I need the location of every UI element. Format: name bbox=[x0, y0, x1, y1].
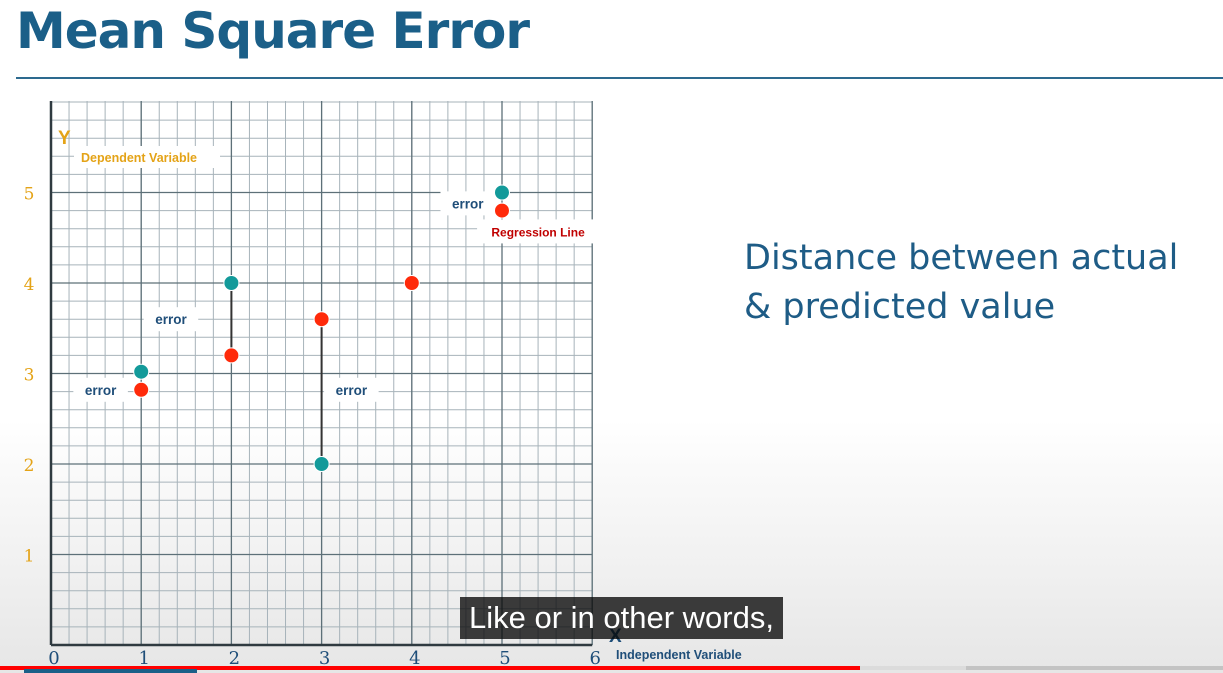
y-tick-label: 1 bbox=[24, 547, 35, 567]
actual-point bbox=[313, 456, 330, 472]
error-label: error bbox=[85, 383, 117, 398]
y-tick-label: 5 bbox=[24, 185, 35, 205]
progress-played bbox=[0, 666, 860, 670]
error-label-bg bbox=[73, 377, 128, 402]
subtitle-caption: Like or in other words, bbox=[460, 597, 783, 639]
actual-point bbox=[223, 275, 240, 291]
regression-line-label: Regression Line bbox=[491, 225, 585, 239]
description-text: Distance between actual & predicted valu… bbox=[744, 234, 1204, 332]
video-progress-bar[interactable] bbox=[0, 666, 1223, 670]
x-tick-label: 3 bbox=[319, 648, 330, 669]
error-label: error bbox=[336, 383, 368, 398]
x-tick-label: 4 bbox=[409, 648, 420, 669]
predicted-point bbox=[403, 275, 420, 291]
y-axis-label-bg bbox=[74, 146, 220, 168]
predicted-point bbox=[223, 347, 240, 364]
description-line-2: & predicted value bbox=[744, 287, 1056, 327]
error-label-bg bbox=[324, 377, 379, 402]
x-axis-label: Independent Variable bbox=[616, 648, 742, 662]
y-axis-label: Dependent Variable bbox=[81, 151, 197, 165]
chapter-marker bbox=[24, 669, 197, 673]
y-tick-label: 4 bbox=[24, 275, 35, 295]
title-divider bbox=[16, 77, 1223, 79]
slide-title: Mean Square Error bbox=[16, 2, 530, 60]
error-label-bg bbox=[143, 307, 199, 332]
error-label: error bbox=[452, 196, 484, 211]
actual-point bbox=[494, 184, 510, 201]
error-label: error bbox=[155, 312, 187, 327]
x-tick-label: 2 bbox=[229, 648, 240, 669]
y-tick-label: 2 bbox=[24, 456, 35, 476]
predicted-point bbox=[133, 381, 150, 398]
actual-point bbox=[133, 363, 150, 380]
description-line-1: Distance between actual bbox=[744, 238, 1179, 278]
regression-line-label-bg bbox=[477, 219, 600, 244]
x-tick-label: 0 bbox=[48, 648, 59, 669]
x-tick-label: 6 bbox=[589, 648, 600, 669]
y-tick-label: 3 bbox=[24, 366, 35, 386]
error-label-bg bbox=[440, 191, 495, 216]
predicted-point bbox=[313, 311, 330, 328]
x-tick-label: 5 bbox=[499, 648, 510, 669]
y-axis-letter: Y bbox=[58, 128, 71, 149]
predicted-point bbox=[494, 202, 510, 219]
x-tick-label: 1 bbox=[138, 648, 149, 669]
